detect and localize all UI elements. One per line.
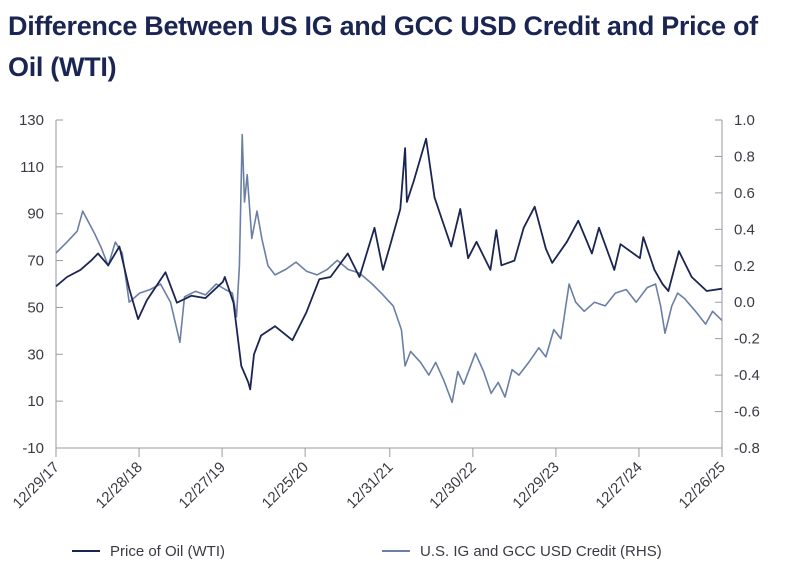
credit-spread-line: [55, 133, 723, 404]
right-tick-label: 0.2: [734, 258, 755, 275]
x-tick-label: 12/28/18: [93, 459, 146, 512]
legend-item-credit-label: U.S. IG and GCC USD Credit (RHS): [420, 543, 662, 560]
x-tick-label: 12/26/25: [676, 459, 729, 512]
left-tick-label: 70: [27, 253, 44, 270]
x-tick-label: 12/29/17: [10, 459, 63, 512]
left-tick-label: 130: [19, 112, 44, 129]
left-tick-label: 90: [27, 206, 44, 223]
left-tick-label: -10: [22, 440, 44, 457]
x-tick-label: 12/31/21: [343, 459, 396, 512]
right-tick-label: 0.0: [734, 294, 755, 311]
x-axis-ticks: 12/29/17 12/28/18 12/27/19 12/25/20 12/31/21…: [10, 448, 729, 512]
right-tick-label: -0.2: [734, 331, 760, 348]
chart-title: Difference Between US IG and GCC USD Cre…: [8, 11, 758, 82]
left-tick-label: 10: [27, 393, 44, 410]
right-tick-label: -0.4: [734, 367, 760, 384]
left-tick-label: 30: [27, 346, 44, 363]
right-tick-label: 0.6: [734, 185, 755, 202]
x-tick-label: 12/25/20: [259, 459, 312, 512]
x-tick-label: 12/27/19: [176, 459, 229, 512]
right-tick-label: -0.8: [734, 440, 760, 457]
legend-item-oil-label: Price of Oil (WTI): [110, 543, 225, 560]
x-tick-label: 12/30/22: [426, 459, 479, 512]
x-tick-label: 12/27/24: [592, 459, 645, 512]
right-tick-label: 0.4: [734, 221, 755, 238]
x-tick-label: 12/29/23: [509, 459, 562, 512]
left-tick-label: 50: [27, 299, 44, 316]
right-tick-label: 0.8: [734, 148, 755, 165]
series-layer: [55, 133, 723, 404]
left-axis-ticks: -10 10 30 50 70 90 110 130: [19, 112, 63, 457]
right-tick-label: 1.0: [734, 112, 755, 129]
right-axis-ticks: -0.8 -0.6 -0.4 -0.2 0.0 0.2 0.4 0.6 0.8 1.0: [715, 112, 760, 457]
plot-frame: [55, 120, 723, 449]
legend: Price of Oil (WTI) U.S. IG and GCC USD Cr…: [72, 543, 662, 560]
left-tick-label: 110: [20, 159, 44, 176]
oil-price-line: [55, 137, 723, 391]
right-tick-label: -0.6: [734, 404, 760, 421]
